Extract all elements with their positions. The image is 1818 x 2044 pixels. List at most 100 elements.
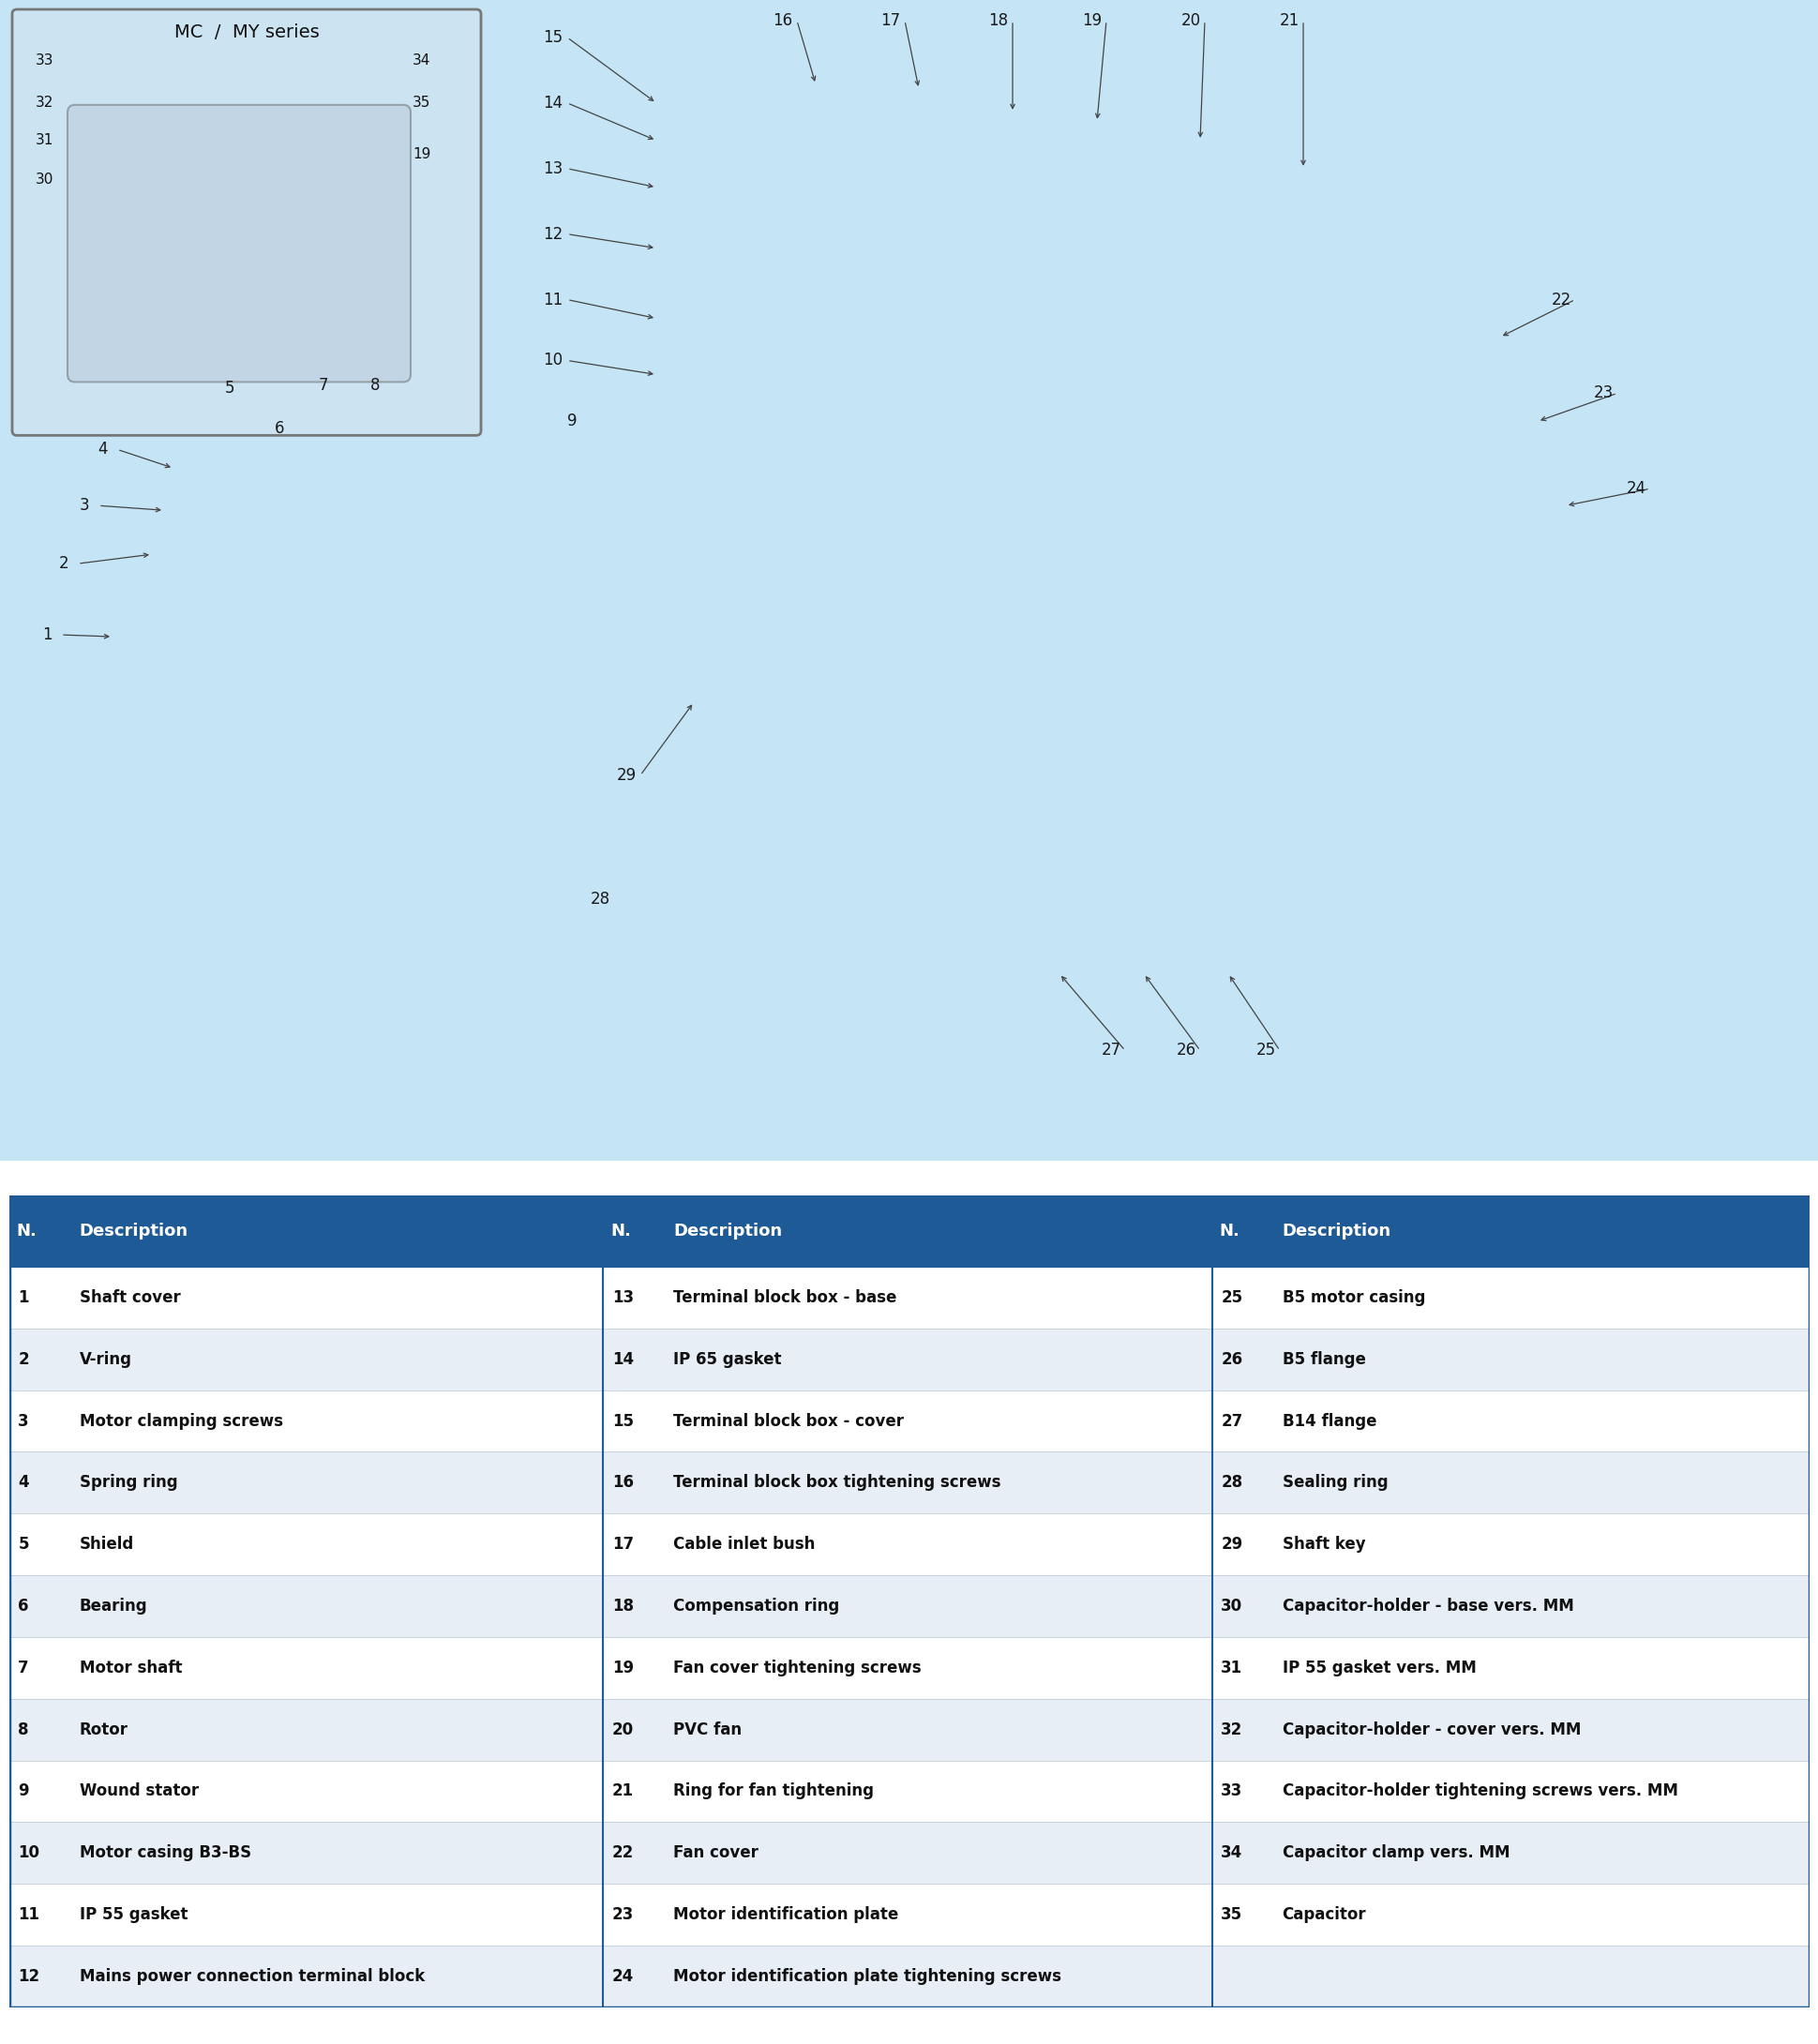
Text: 25: 25 <box>1254 1042 1274 1059</box>
Text: Capacitor-holder - base vers. MM: Capacitor-holder - base vers. MM <box>1282 1598 1573 1615</box>
Text: Rotor: Rotor <box>80 1721 127 1737</box>
Bar <box>660 1196 1211 1267</box>
Text: 7: 7 <box>318 378 329 394</box>
Bar <box>9 1390 1809 1451</box>
Text: 12: 12 <box>18 1968 40 1985</box>
Text: 13: 13 <box>613 1290 634 1306</box>
Text: 20: 20 <box>1180 12 1200 29</box>
Text: 18: 18 <box>613 1598 634 1615</box>
Text: Terminal block box - base: Terminal block box - base <box>673 1290 896 1306</box>
Text: 17: 17 <box>613 1535 634 1553</box>
Text: Motor clamping screws: Motor clamping screws <box>80 1412 282 1429</box>
Text: 4: 4 <box>18 1474 29 1492</box>
Text: Sealing ring: Sealing ring <box>1282 1474 1387 1492</box>
Bar <box>9 1946 1809 2007</box>
Text: 8: 8 <box>369 378 380 394</box>
FancyBboxPatch shape <box>13 10 480 435</box>
Bar <box>1269 1196 1809 1267</box>
Text: 13: 13 <box>544 159 564 178</box>
Text: Fan cover: Fan cover <box>673 1844 758 1862</box>
Text: 11: 11 <box>544 290 564 309</box>
Text: Motor identification plate tightening screws: Motor identification plate tightening sc… <box>673 1968 1062 1985</box>
Text: 19: 19 <box>1082 12 1102 29</box>
Text: IP 55 gasket: IP 55 gasket <box>80 1907 187 1923</box>
Text: 6: 6 <box>275 421 284 437</box>
Text: 29: 29 <box>1220 1535 1242 1553</box>
Text: 14: 14 <box>613 1351 634 1367</box>
Text: 32: 32 <box>1220 1721 1242 1737</box>
Bar <box>9 1267 1809 1329</box>
Text: 26: 26 <box>1176 1042 1196 1059</box>
Text: 10: 10 <box>544 352 564 368</box>
Bar <box>9 1699 1809 1760</box>
Text: V-ring: V-ring <box>80 1351 131 1367</box>
Text: 6: 6 <box>18 1598 29 1615</box>
Text: 3: 3 <box>80 497 89 513</box>
Text: 4: 4 <box>98 442 107 458</box>
Text: vent: vent <box>180 1611 469 1721</box>
Text: 32: 32 <box>36 96 55 110</box>
Text: B14 flange: B14 flange <box>1282 1412 1376 1429</box>
Text: 34: 34 <box>1220 1844 1242 1862</box>
Text: 16: 16 <box>613 1474 634 1492</box>
Text: 23: 23 <box>613 1907 634 1923</box>
Bar <box>67 1196 604 1267</box>
Text: IP 55 gasket vers. MM: IP 55 gasket vers. MM <box>1282 1660 1476 1676</box>
Text: 33: 33 <box>1220 1782 1242 1799</box>
Text: 15: 15 <box>544 29 564 45</box>
Bar <box>9 1196 67 1267</box>
Text: 1: 1 <box>18 1290 29 1306</box>
Text: 8: 8 <box>18 1721 29 1737</box>
Text: Description: Description <box>80 1222 187 1239</box>
Text: Terminal block box tightening screws: Terminal block box tightening screws <box>673 1474 1000 1492</box>
Text: 28: 28 <box>1220 1474 1242 1492</box>
Text: B5 flange: B5 flange <box>1282 1351 1365 1367</box>
Text: 23: 23 <box>1593 384 1613 403</box>
Text: 29: 29 <box>616 766 636 783</box>
Text: Fan cover tightening screws: Fan cover tightening screws <box>673 1660 922 1676</box>
Text: Terminal block box - cover: Terminal block box - cover <box>673 1412 904 1429</box>
Text: 30: 30 <box>36 174 55 186</box>
Text: N.: N. <box>1218 1222 1240 1239</box>
Text: Cable inlet bush: Cable inlet bush <box>673 1535 814 1553</box>
Text: 18: 18 <box>989 12 1007 29</box>
Text: 30: 30 <box>1220 1598 1242 1615</box>
Text: 7: 7 <box>18 1660 29 1676</box>
Bar <box>9 1513 1809 1576</box>
Text: Bearing: Bearing <box>80 1598 147 1615</box>
Text: Capacitor-holder - cover vers. MM: Capacitor-holder - cover vers. MM <box>1282 1721 1580 1737</box>
Text: 24: 24 <box>1625 480 1645 497</box>
Text: 28: 28 <box>589 891 609 908</box>
Text: 10: 10 <box>18 1844 40 1862</box>
Text: 34: 34 <box>413 53 431 67</box>
Text: Mains power connection terminal block: Mains power connection terminal block <box>80 1968 424 1985</box>
Text: 9: 9 <box>18 1782 29 1799</box>
Text: 3: 3 <box>18 1412 29 1429</box>
Text: 35: 35 <box>413 96 431 110</box>
Bar <box>9 1885 1809 1946</box>
Text: Shaft key: Shaft key <box>1282 1535 1365 1553</box>
Text: 26: 26 <box>1220 1351 1242 1367</box>
Bar <box>1211 1196 1269 1267</box>
Text: Ring for fan tightening: Ring for fan tightening <box>673 1782 874 1799</box>
Text: 21: 21 <box>613 1782 634 1799</box>
Text: 5: 5 <box>18 1535 29 1553</box>
Bar <box>9 1760 1809 1821</box>
Bar <box>9 1451 1809 1513</box>
Text: 22: 22 <box>1551 290 1571 309</box>
Text: 20: 20 <box>613 1721 634 1737</box>
Text: 12: 12 <box>544 225 564 243</box>
Text: 24: 24 <box>613 1968 634 1985</box>
Bar <box>9 1576 1809 1637</box>
Bar <box>9 1637 1809 1699</box>
FancyBboxPatch shape <box>67 104 411 382</box>
Bar <box>9 1821 1809 1885</box>
Text: 5: 5 <box>225 380 235 397</box>
Text: Description: Description <box>1282 1222 1391 1239</box>
Text: 27: 27 <box>1220 1412 1242 1429</box>
Text: 19: 19 <box>413 147 431 161</box>
Text: 31: 31 <box>36 133 55 147</box>
Text: 2: 2 <box>18 1351 29 1367</box>
Text: Description: Description <box>673 1222 782 1239</box>
Text: Capacitor clamp vers. MM: Capacitor clamp vers. MM <box>1282 1844 1509 1862</box>
